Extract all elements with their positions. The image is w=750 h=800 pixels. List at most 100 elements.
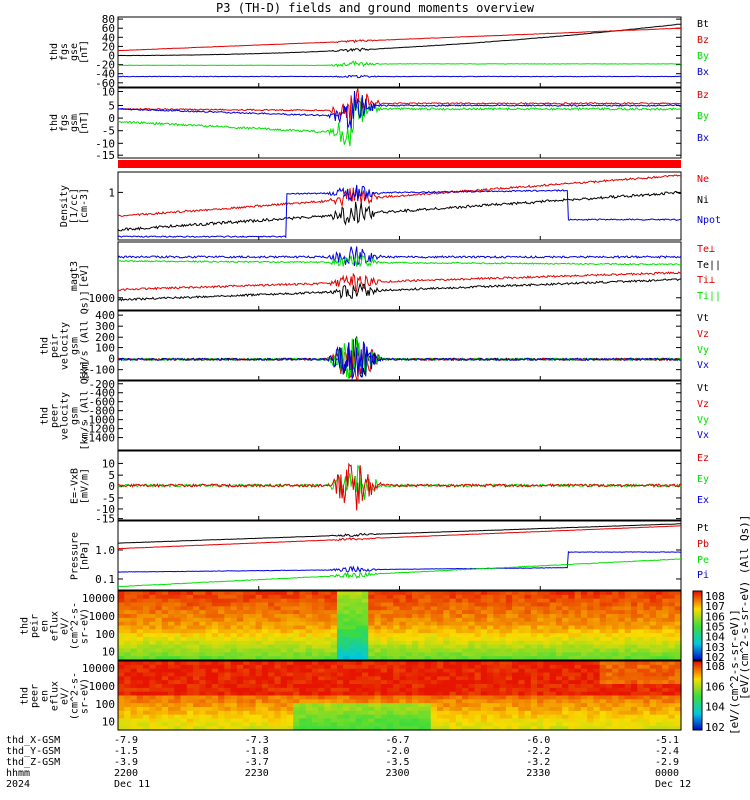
spec-cell bbox=[424, 644, 432, 650]
panel-frame-pressure bbox=[117, 520, 682, 591]
spec-cell bbox=[430, 637, 438, 642]
spec-cell bbox=[430, 656, 438, 661]
spec-cell bbox=[355, 707, 363, 712]
spec-cell bbox=[612, 644, 620, 650]
spec-cell bbox=[168, 648, 175, 653]
spec-cell bbox=[655, 672, 663, 677]
spec-cell bbox=[324, 695, 332, 700]
spec-cell bbox=[612, 602, 620, 607]
spec-cell bbox=[455, 606, 463, 611]
spec-cell bbox=[662, 648, 670, 653]
spec-cell bbox=[674, 703, 682, 708]
spec-cell bbox=[336, 691, 344, 697]
ytick-label-fgs_gsm: -5 bbox=[102, 125, 115, 138]
spec-cell bbox=[393, 707, 401, 712]
spec-cell bbox=[512, 614, 519, 619]
spec-cell bbox=[487, 664, 494, 670]
colorbar-cell bbox=[693, 627, 702, 630]
spec-cell bbox=[286, 644, 294, 650]
spec-cell bbox=[143, 621, 150, 627]
spec-cell bbox=[149, 591, 157, 596]
spec-cell bbox=[468, 617, 476, 623]
spec-cell bbox=[349, 718, 357, 723]
spec-cell bbox=[649, 710, 657, 716]
spec-cell bbox=[518, 633, 526, 638]
spec-cell bbox=[118, 684, 125, 689]
spec-cell bbox=[674, 722, 682, 727]
colorbar-cell bbox=[693, 728, 702, 731]
spec-cell bbox=[324, 699, 332, 704]
spec-cell bbox=[624, 594, 632, 600]
spec-cell bbox=[224, 625, 232, 630]
spec-cell bbox=[261, 617, 269, 623]
spec-cell bbox=[249, 656, 257, 661]
spec-cell bbox=[218, 591, 225, 596]
spec-cell bbox=[305, 648, 313, 653]
spec-cell bbox=[549, 625, 557, 630]
spec-cell bbox=[668, 707, 676, 712]
colorbar-cell bbox=[693, 620, 702, 623]
spec-cell bbox=[311, 594, 319, 600]
spec-cell bbox=[218, 656, 225, 661]
spec-cell bbox=[374, 625, 382, 630]
footer-row-label: 2024 bbox=[6, 779, 31, 790]
spec-cell bbox=[236, 672, 244, 677]
spec-cell bbox=[549, 637, 557, 642]
spec-cell bbox=[462, 594, 469, 600]
spec-cell bbox=[655, 680, 663, 685]
spec-cell bbox=[386, 614, 394, 619]
spec-cell bbox=[299, 602, 307, 607]
spec-cell bbox=[437, 617, 444, 623]
spec-cell bbox=[418, 687, 426, 693]
spec-cell bbox=[480, 668, 488, 674]
spec-cell bbox=[424, 640, 432, 646]
spec-cell bbox=[487, 625, 494, 630]
spec-cell bbox=[493, 718, 501, 723]
spec-cell bbox=[618, 610, 626, 615]
spec-cell bbox=[243, 606, 250, 611]
spec-cell bbox=[587, 710, 595, 716]
electron-colorbar bbox=[693, 661, 702, 731]
spec-cell bbox=[399, 695, 407, 700]
spec-cell bbox=[161, 625, 169, 630]
spec-cell bbox=[543, 668, 551, 674]
spec-cell bbox=[405, 629, 413, 634]
spec-cell bbox=[311, 648, 319, 653]
spec-cell bbox=[474, 684, 482, 689]
spec-cell bbox=[430, 610, 438, 615]
spec-cell bbox=[474, 598, 482, 604]
spec-cell bbox=[305, 637, 313, 642]
spec-cell bbox=[368, 699, 376, 704]
legend-pressure-2: Pe bbox=[697, 554, 710, 566]
spec-cell bbox=[505, 652, 513, 657]
spec-cell bbox=[286, 637, 294, 642]
spec-cell bbox=[624, 617, 632, 623]
spec-cell bbox=[443, 687, 451, 693]
spec-cell bbox=[330, 594, 338, 600]
spec-cell bbox=[324, 707, 332, 712]
spec-cell bbox=[574, 714, 582, 720]
colorbar-cell bbox=[693, 702, 702, 705]
spec-cell bbox=[618, 707, 626, 712]
spec-cell bbox=[405, 664, 413, 670]
spec-cell bbox=[662, 718, 670, 723]
spec-cell bbox=[349, 664, 357, 670]
spec-cell bbox=[468, 695, 476, 700]
spec-cell bbox=[674, 695, 682, 700]
spec-cell bbox=[155, 726, 163, 731]
spec-cell bbox=[336, 594, 344, 600]
spec-cell bbox=[261, 714, 269, 720]
spec-cell bbox=[324, 656, 332, 661]
spec-cell bbox=[149, 637, 157, 642]
spec-cell bbox=[293, 637, 301, 642]
spec-cell bbox=[487, 656, 494, 661]
spec-cell bbox=[468, 637, 476, 642]
spec-cell bbox=[149, 606, 157, 611]
spec-cell bbox=[430, 722, 438, 727]
spec-cell bbox=[393, 676, 401, 681]
spec-cell bbox=[318, 699, 326, 704]
spec-cell bbox=[199, 648, 207, 653]
colorbar-label: 104 bbox=[705, 701, 725, 714]
spec-cell bbox=[361, 606, 369, 611]
spec-cell bbox=[580, 710, 588, 716]
